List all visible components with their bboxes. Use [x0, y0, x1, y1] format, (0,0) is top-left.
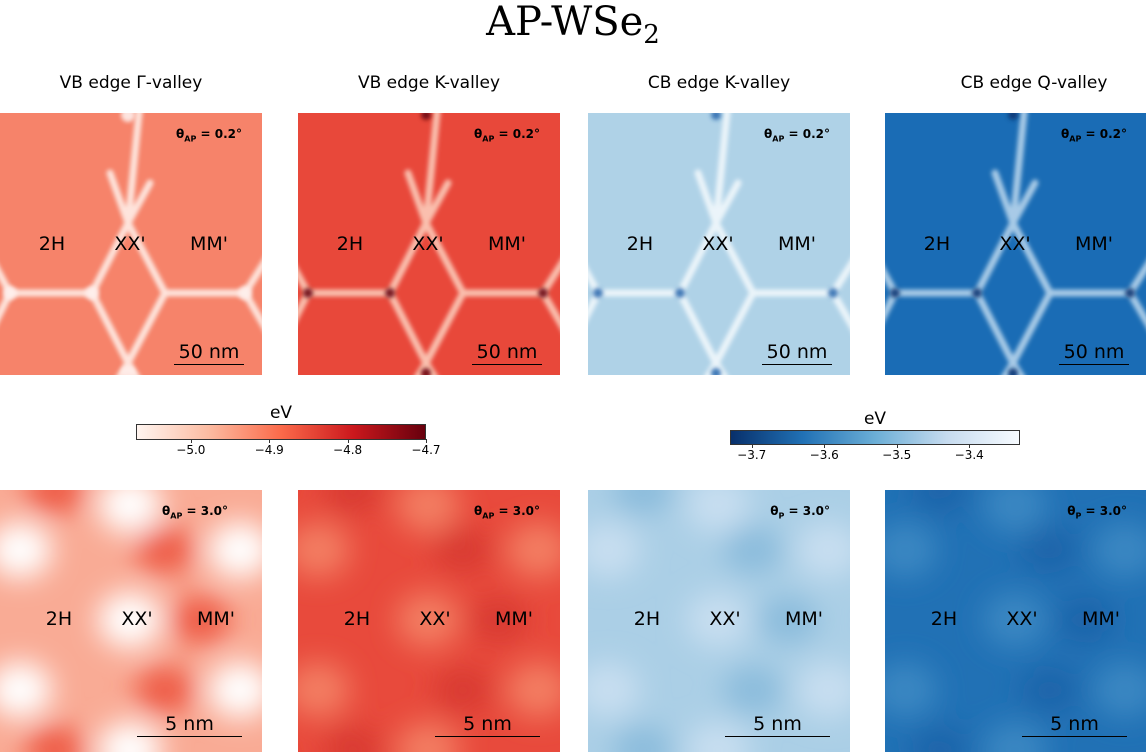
stack-label-2h: 2H	[930, 608, 958, 630]
stack-label-mm: MM'	[1074, 233, 1114, 255]
scale-bar-line	[174, 364, 244, 365]
twist-angle-label: θAP = 0.2°	[176, 127, 242, 144]
twist-angle-label: θAP = 3.0°	[474, 504, 540, 521]
stack-label-mm: MM'	[784, 608, 824, 630]
heatmap-image	[588, 490, 850, 752]
colorbar-tick-mark	[347, 439, 349, 443]
colorbar-blue: eV −3.7 −3.6 −3.5 −3.4	[730, 409, 1020, 469]
colorbar-tick-mark	[751, 444, 753, 448]
colorbar-tick-label: −4.8	[333, 443, 363, 457]
scale-bar: 5 nm	[435, 713, 540, 737]
scale-bar-line	[472, 364, 542, 365]
heatmap-panel: θAP = 3.0° 2H XX' MM' 5 nm	[298, 490, 560, 752]
stack-label-xx: XX'	[999, 233, 1031, 255]
column-title-cb-k: CB edge K-valley	[647, 73, 791, 93]
colorbar-tick-mark	[190, 439, 192, 443]
colorbar-blue-gradient	[730, 430, 1020, 445]
scale-bar: 5 nm	[725, 713, 830, 737]
heatmap-panel: θAP = 0.2° 2H XX' MM' 50 nm	[298, 113, 560, 375]
heatmap-panel: θAP = 0.2° 2H XX' MM' 50 nm	[588, 113, 850, 375]
heatmap-panel: θP = 3.0° 2H XX' MM' 5 nm	[588, 490, 850, 752]
heatmap-panel: θP = 3.0° 2H XX' MM' 5 nm	[885, 490, 1146, 752]
colorbar-red: eV −5.0 −4.9 −4.8 −4.7	[136, 403, 441, 463]
column-title-vb-k: VB edge K-valley	[357, 73, 501, 93]
scale-bar: 50 nm	[472, 341, 542, 365]
figure-title: AP-WSe2	[486, 0, 660, 50]
scale-bar-label: 50 nm	[178, 341, 240, 363]
scale-bar-line	[1059, 364, 1129, 365]
stack-label-mm: MM'	[1081, 608, 1121, 630]
colorbar-blue-unit: eV	[863, 409, 887, 429]
twist-angle-label: θP = 3.0°	[1067, 504, 1127, 521]
colorbar-tick-label: −4.7	[411, 443, 441, 457]
colorbar-tick-label: −3.4	[954, 448, 984, 462]
colorbar-tick-mark	[269, 439, 271, 443]
twist-angle-label: θAP = 3.0°	[162, 504, 228, 521]
twist-angle-label: θAP = 0.2°	[474, 127, 540, 144]
stack-label-xx: XX'	[709, 608, 741, 630]
scale-bar-label: 50 nm	[1063, 341, 1125, 363]
stack-label-2h: 2H	[38, 233, 66, 255]
scale-bar-line	[762, 364, 832, 365]
heatmap-panel: θAP = 0.2° 2H XX' MM' 50 nm	[885, 113, 1146, 375]
stack-label-mm: MM'	[487, 233, 527, 255]
colorbar-tick-label: −3.6	[809, 448, 839, 462]
heatmap-panel: θAP = 3.0° 2H XX' MM' 5 nm	[0, 490, 262, 752]
colorbar-tick-mark	[969, 444, 971, 448]
stack-label-2h: 2H	[633, 608, 661, 630]
scale-bar-label: 5 nm	[1050, 713, 1099, 735]
colorbar-tick-label: −4.9	[254, 443, 284, 457]
stack-label-xx: XX'	[419, 608, 451, 630]
stack-label-2h: 2H	[626, 233, 654, 255]
scale-bar: 5 nm	[1022, 713, 1127, 737]
stack-label-2h: 2H	[923, 233, 951, 255]
heatmap-image	[0, 113, 262, 375]
stack-label-2h: 2H	[343, 608, 371, 630]
stack-label-mm: MM'	[196, 608, 236, 630]
scale-bar-label: 50 nm	[476, 341, 538, 363]
heatmap-panel: θAP = 0.2° 2H XX' MM' 50 nm	[0, 113, 262, 375]
twist-angle-label: θAP = 0.2°	[1061, 127, 1127, 144]
stack-label-xx: XX'	[114, 233, 146, 255]
twist-angle-label: θP = 3.0°	[770, 504, 830, 521]
scale-bar-label: 5 nm	[463, 713, 512, 735]
scale-bar-line	[725, 736, 830, 737]
scale-bar-label: 5 nm	[753, 713, 802, 735]
heatmap-image	[298, 113, 560, 375]
colorbar-tick-label: −3.5	[882, 448, 912, 462]
scale-bar-line	[137, 736, 242, 737]
colorbar-tick-label: −5.0	[176, 443, 206, 457]
scale-bar: 5 nm	[137, 713, 242, 737]
stack-label-xx: XX'	[412, 233, 444, 255]
stack-label-mm: MM'	[494, 608, 534, 630]
stack-label-xx: XX'	[121, 608, 153, 630]
heatmap-image	[588, 113, 850, 375]
heatmap-image	[0, 490, 262, 752]
column-title-cb-q: CB edge Q-valley	[960, 73, 1108, 93]
stack-label-xx: XX'	[1006, 608, 1038, 630]
scale-bar-label: 5 nm	[165, 713, 214, 735]
stack-label-2h: 2H	[336, 233, 364, 255]
stack-label-mm: MM'	[189, 233, 229, 255]
heatmap-image	[885, 490, 1146, 752]
stack-label-xx: XX'	[702, 233, 734, 255]
scale-bar: 50 nm	[1059, 341, 1129, 365]
stack-label-2h: 2H	[45, 608, 73, 630]
scale-bar-line	[1022, 736, 1127, 737]
heatmap-image	[298, 490, 560, 752]
scale-bar: 50 nm	[174, 341, 244, 365]
colorbar-tick-label: −3.7	[737, 448, 767, 462]
colorbar-red-gradient	[136, 424, 426, 440]
colorbar-tick-mark	[426, 439, 427, 443]
column-title-vb-gamma: VB edge Γ-valley	[59, 73, 203, 93]
scale-bar-label: 50 nm	[766, 341, 828, 363]
scale-bar-line	[435, 736, 540, 737]
twist-angle-label: θAP = 0.2°	[764, 127, 830, 144]
scale-bar: 50 nm	[762, 341, 832, 365]
colorbar-tick-mark	[896, 444, 898, 448]
stack-label-mm: MM'	[777, 233, 817, 255]
colorbar-red-unit: eV	[269, 403, 293, 423]
colorbar-tick-mark	[824, 444, 826, 448]
heatmap-image	[885, 113, 1146, 375]
